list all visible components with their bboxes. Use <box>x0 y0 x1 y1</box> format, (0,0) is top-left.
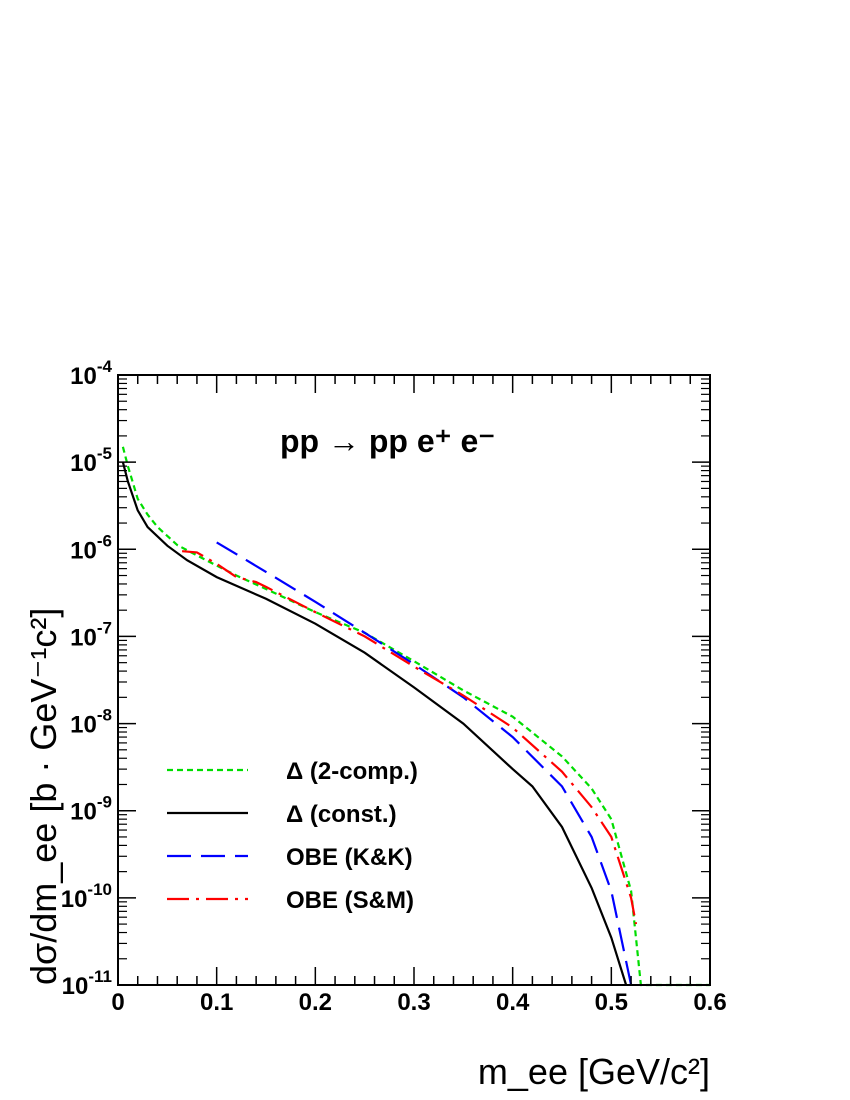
y-tick-label: 10-7 <box>70 618 112 651</box>
y-tick-label: 10-9 <box>70 793 112 826</box>
legend-label: Δ (2-comp.) <box>286 758 418 785</box>
y-tick-label: 10-5 <box>70 444 112 477</box>
x-tick-label: 0.5 <box>595 989 628 1016</box>
x-tick-label: 0.1 <box>200 989 233 1016</box>
x-tick-label: 0.4 <box>496 989 530 1016</box>
x-tick-label: 0.3 <box>397 989 430 1016</box>
series-line <box>121 446 710 987</box>
series-line <box>121 461 628 986</box>
axis-ticks <box>117 374 711 986</box>
y-tick-label: 10-6 <box>70 531 112 564</box>
y-tick-label: 10-10 <box>61 880 112 913</box>
legend: Δ (2-comp.) Δ (const.) OBE (K&K) OBE (S&M) <box>167 758 418 914</box>
data-curves <box>121 446 710 987</box>
y-axis-title: dσ/dm_ee [b · GeV⁻¹c²] <box>23 608 64 985</box>
x-tick-label: 0.6 <box>693 989 726 1016</box>
y-tick-label: 10-8 <box>70 706 112 739</box>
y-tick-label: 10-11 <box>62 967 112 1000</box>
x-tick-label: 0 <box>111 989 124 1016</box>
plot-frame <box>117 374 711 986</box>
x-tick-label: 0.2 <box>299 989 332 1016</box>
x-axis-title: m_ee [GeV/c²] <box>478 1051 710 1092</box>
series-line <box>216 541 633 986</box>
reaction-annotation: pp → pp e⁺ e⁻ <box>280 423 495 459</box>
legend-label: OBE (S&M) <box>286 887 414 914</box>
y-tick-label: 10-4 <box>70 357 112 390</box>
legend-label: Δ (const.) <box>286 801 397 828</box>
series-line <box>182 550 638 925</box>
legend-label: OBE (K&K) <box>286 844 413 871</box>
tick-labels: 0 0.1 0.2 0.3 0.4 0.5 0.6 10-11 10-10 10-9 10-8 10-… <box>61 357 727 1016</box>
